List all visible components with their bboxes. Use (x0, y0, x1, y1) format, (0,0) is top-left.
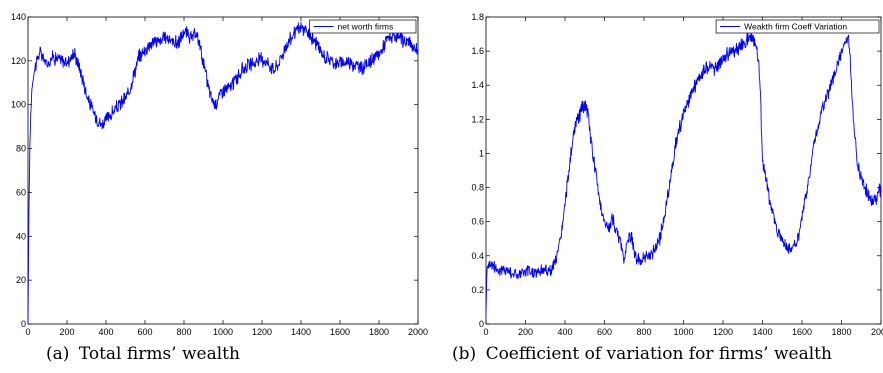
x-tick-label: 1600 (792, 327, 812, 337)
legend: Weakth firm Coeff Variation (715, 19, 880, 34)
legend-label: Weakth firm Coeff Variation (744, 22, 847, 32)
y-tick-label: 1.4 (471, 80, 484, 90)
y-tick-label: 20 (16, 275, 26, 285)
y-tick-label: 120 (11, 56, 26, 66)
y-tick-label: 100 (11, 100, 26, 110)
chart-b: 0 200 400 600 800 1000 1200 1400 1600 1800 2000 0 0.… (471, 12, 883, 337)
chart-a: 0 200 400 600 800 1000 1200 1400 1600 1800 2000 0 20… (11, 12, 428, 337)
caption-a-text: Total firms’ wealth (78, 344, 240, 364)
series-line-0 (485, 32, 882, 314)
legend-box (309, 19, 417, 34)
y-tick-label: 1 (479, 148, 484, 158)
y-tick-label: 140 (11, 12, 26, 22)
x-tick-label: 600 (137, 327, 152, 337)
x-tick-label: 1200 (713, 327, 733, 337)
legend-label: net worth firms (338, 22, 394, 32)
x-tick-label: 1000 (673, 327, 693, 337)
panel-b: 0 200 400 600 800 1000 1200 1400 1600 1800 2000 0 0.… (440, 0, 883, 373)
y-tick-label: 1.2 (471, 114, 484, 124)
x-tick-label: 800 (636, 327, 651, 337)
x-tick-label: 1400 (752, 327, 772, 337)
x-tick-label: 800 (176, 327, 191, 337)
x-tick-label: 400 (98, 327, 113, 337)
caption-b: (b) Coefficient of variation for firms’ … (452, 344, 832, 364)
legend: net worth firms (309, 19, 417, 34)
legend-box (715, 19, 880, 34)
x-tick-label: 400 (557, 327, 572, 337)
panel-a: 0 200 400 600 800 1000 1200 1400 1600 1800 2000 0 20… (0, 0, 428, 373)
x-tick-label: 1200 (252, 327, 272, 337)
y-tick-label: 1.8 (471, 12, 484, 22)
caption-a-label: (a) (46, 344, 70, 364)
x-tick-label: 0 (25, 327, 30, 337)
y-tick-label: 40 (16, 231, 26, 241)
x-tick-label: 600 (597, 327, 612, 337)
x-tick-label: 1800 (369, 327, 389, 337)
y-tick-label: 0.2 (471, 285, 484, 295)
y-tick-label: 1.6 (471, 46, 484, 56)
plot-frame-0 (27, 16, 419, 325)
y-tick-label: 80 (16, 144, 26, 154)
caption-b-label: (b) (452, 344, 477, 364)
caption-b-text: Coefficient of variation for firms’ weal… (485, 344, 832, 364)
x-tick-label: 1600 (330, 327, 350, 337)
y-tick-label: 0 (479, 319, 484, 329)
x-tick-label: 200 (59, 327, 74, 337)
x-tick-label: 2000 (871, 327, 883, 337)
y-tick-label: 0.6 (471, 217, 484, 227)
y-tick-label: 0 (21, 319, 26, 329)
y-tick-label: 0.8 (471, 183, 484, 193)
x-tick-label: 1000 (213, 327, 233, 337)
x-tick-label: 1800 (831, 327, 851, 337)
caption-a: (a) Total firms’ wealth (46, 344, 240, 364)
plot-frame-1 (485, 16, 882, 325)
x-tick-label: 1400 (291, 327, 311, 337)
series-line-0 (27, 21, 419, 325)
y-tick-label: 0.4 (471, 251, 484, 261)
x-tick-label: 2000 (408, 327, 428, 337)
x-tick-label: 200 (518, 327, 533, 337)
y-tick-label: 60 (16, 187, 26, 197)
x-tick-label: 0 (483, 327, 488, 337)
